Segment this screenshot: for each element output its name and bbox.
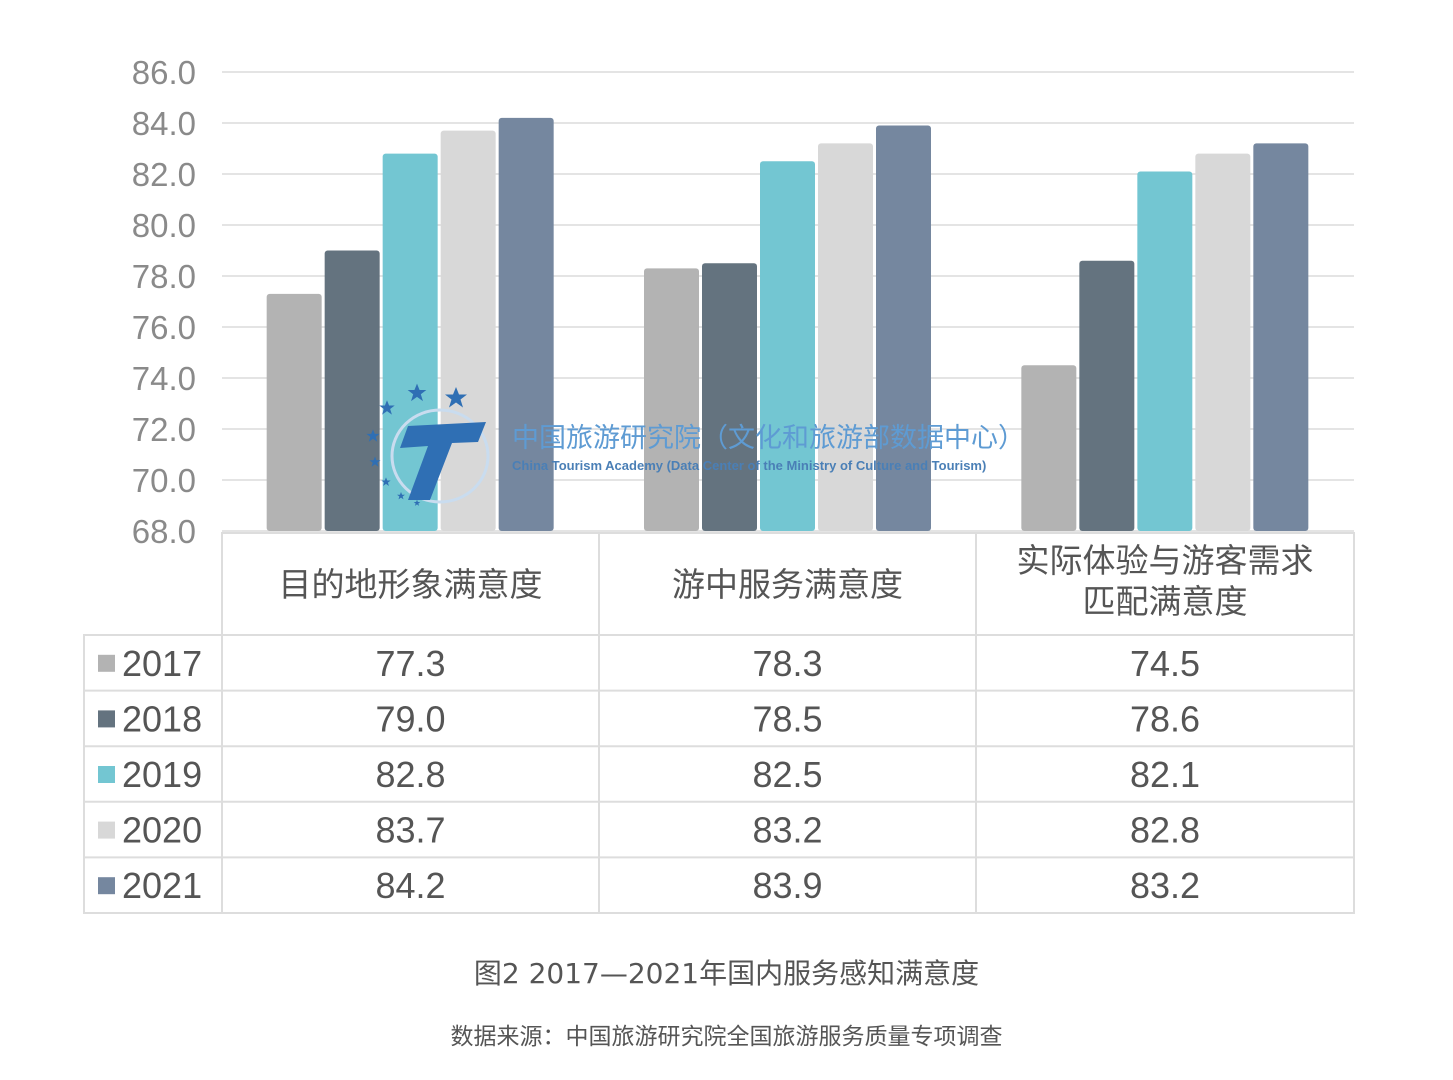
table-value: 82.1 [1130, 754, 1200, 795]
bar-2019-cat3 [1137, 171, 1193, 531]
table-value: 74.5 [1130, 643, 1200, 684]
bar-2019-cat2 [760, 161, 815, 531]
legend-swatch-2018 [98, 710, 115, 728]
table-value: 78.6 [1130, 698, 1200, 739]
table-value: 82.8 [1130, 810, 1200, 851]
table-value: 84.2 [375, 865, 445, 906]
bars [266, 117, 1309, 532]
table-value: 83.2 [752, 810, 822, 851]
bar-2017-cat1 [266, 293, 322, 531]
table-value: 78.3 [752, 643, 822, 684]
chart: 68.0 70.0 72.0 74.0 76.0 78.0 80.0 82.0 84.0 86.0… [83, 54, 1355, 914]
data-source: 数据来源：中国旅游研究院全国旅游服务质量专项调查 [450, 1024, 1003, 1050]
y-tick-label: 86.0 [132, 54, 196, 91]
category-label: 实际体验与游客需求 [1017, 541, 1314, 580]
category-label: 匹配满意度 [1083, 582, 1248, 621]
y-axis-ticks: 68.0 70.0 72.0 74.0 76.0 78.0 80.0 82.0 84.0 86.0 [132, 54, 196, 550]
bar-2017-cat3 [1021, 365, 1077, 531]
table-value: 83.9 [752, 865, 822, 906]
y-tick-label: 72.0 [132, 411, 196, 448]
table-value: 79.0 [375, 698, 445, 739]
table-value: 83.2 [1130, 865, 1200, 906]
legend-label-2017: 2017 [122, 643, 202, 684]
bar-2021-cat3 [1253, 143, 1309, 531]
bar-2018-cat2 [702, 263, 757, 531]
star-icon-2 [407, 383, 427, 402]
y-tick-label: 74.0 [132, 360, 196, 397]
y-tick-label: 70.0 [132, 462, 196, 499]
y-tick-label: 76.0 [132, 309, 196, 346]
legend-label-2021: 2021 [122, 865, 202, 906]
star-icon-1 [445, 387, 467, 408]
watermark: 中国旅游研究院（文化和旅游部数据中心） China Tourism Academ… [366, 383, 1025, 506]
table-value: 82.8 [375, 754, 445, 795]
y-tick-label: 82.0 [132, 156, 196, 193]
y-tick-label: 78.0 [132, 258, 196, 295]
legend-swatch-2019 [98, 766, 115, 783]
star-icon-6 [381, 477, 391, 486]
bar-2020-cat3 [1195, 153, 1251, 531]
legend-swatch-2017 [98, 654, 115, 672]
star-icon-8 [413, 499, 421, 506]
star-icon-5 [369, 456, 381, 467]
table-value: 83.7 [375, 810, 445, 851]
bar-2018-cat3 [1079, 260, 1135, 531]
watermark-en-text: China Tourism Academy (Data Center of th… [512, 458, 986, 473]
legend-swatch-2021 [98, 877, 115, 895]
legend-label-2020: 2020 [122, 810, 202, 851]
bar-2021-cat2 [876, 125, 931, 532]
y-tick-label: 68.0 [132, 513, 196, 550]
category-label: 目的地形象满意度 [279, 565, 543, 604]
star-icon-7 [397, 492, 405, 500]
star-icon-4 [366, 429, 380, 442]
category-label: 游中服务满意度 [672, 565, 903, 604]
y-tick-label: 80.0 [132, 207, 196, 244]
legend-swatch-2020 [98, 821, 115, 839]
bar-2017-cat2 [644, 268, 699, 531]
legend-label-2018: 2018 [122, 698, 202, 739]
figure-caption: 图2 2017—2021年国内服务感知满意度 [473, 957, 980, 990]
y-tick-label: 84.0 [132, 105, 196, 142]
bar-2020-cat2 [818, 143, 873, 531]
bar-2021-cat1 [498, 117, 554, 532]
table-value: 77.3 [375, 643, 445, 684]
logo-t-icon [390, 408, 490, 504]
bar-2018-cat1 [324, 250, 380, 531]
table-value: 82.5 [752, 754, 822, 795]
star-icon-3 [379, 400, 395, 415]
watermark-cn-text: 中国旅游研究院（文化和旅游部数据中心） [512, 423, 1025, 454]
bar-2020-cat1 [440, 130, 496, 531]
legend-label-2019: 2019 [122, 754, 202, 795]
table-value: 78.5 [752, 698, 822, 739]
